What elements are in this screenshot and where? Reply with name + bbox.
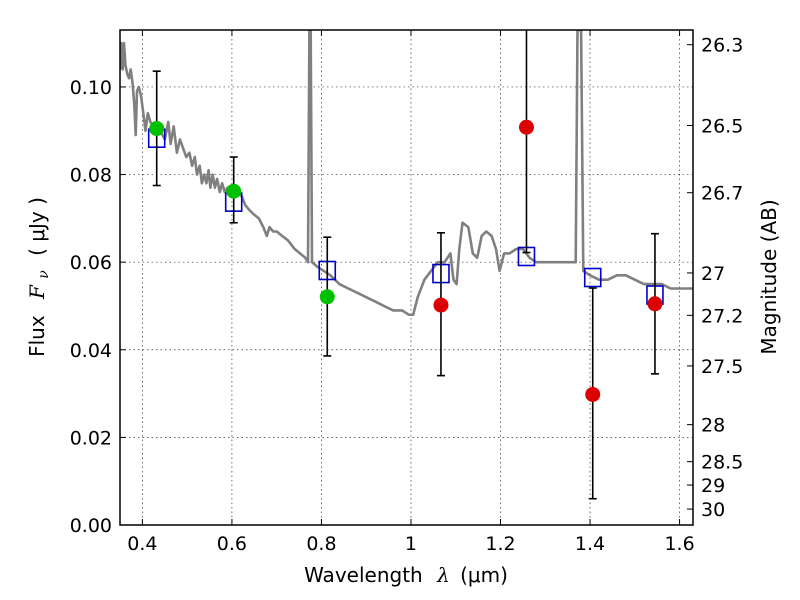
x-tick-label: 0.4 [127, 533, 157, 555]
observed-flux-point [226, 183, 242, 199]
axis-ticks: 0.4 0.6 0.8 1 1.2 1.4 1.6 0.00 0.02 0.04 0.06 0.08 0… [70, 30, 743, 555]
x-tick-label: 1.4 [575, 533, 605, 555]
x-tick-label: 1.6 [664, 533, 694, 555]
observed-flux-point [647, 296, 663, 312]
x-tick-label: 0.6 [217, 533, 247, 555]
observed-flux-point [518, 119, 534, 135]
observed-flux-point [585, 386, 601, 402]
y-axis-label-unit: ( μJy ) [25, 197, 49, 256]
x-axis-label-unit: (μm) [460, 563, 508, 587]
y-tick-label: 0.08 [70, 165, 112, 187]
observed-flux-point [433, 297, 449, 313]
mag-tick-label: 28.5 [701, 452, 743, 474]
y-tick-label: 0.00 [70, 515, 112, 537]
x-tick-label: 0.8 [306, 533, 336, 555]
y-axis-label-subscript: ν [36, 270, 52, 279]
x-axis-label: Wavelength λ (μm) [304, 563, 508, 587]
template-spectrum-line [120, 30, 693, 317]
y-tick-label: 0.02 [70, 427, 112, 449]
mag-tick-label: 28 [701, 415, 725, 437]
clipped-series [120, 30, 693, 500]
y-axis-label-symbol: F [25, 284, 49, 300]
observed-flux-point [319, 289, 335, 305]
x-axis-label-prefix: Wavelength [304, 563, 423, 587]
mag-tick-label: 27.5 [701, 356, 743, 378]
observed-flux-point [149, 121, 165, 137]
x-axis-label-symbol: λ [436, 563, 450, 587]
plot-frame [119, 29, 694, 526]
mag-tick-label: 26.5 [701, 115, 743, 137]
y-tick-label: 0.10 [70, 77, 112, 99]
y-tick-label: 0.04 [70, 340, 112, 362]
mag-tick-label: 30 [701, 499, 725, 521]
model-flux-box [583, 267, 602, 288]
y2-axis-label: Magnitude (AB) [757, 199, 781, 354]
grid-lines [120, 30, 693, 526]
y-axis-label-prefix: Flux [25, 315, 49, 357]
mag-tick-label: 26.7 [701, 183, 743, 205]
mag-tick-label: 29 [701, 475, 725, 497]
y-tick-label: 0.06 [70, 252, 112, 274]
x-tick-label: 1 [405, 533, 417, 555]
y-axis-label: Flux F ν ( μJy ) [25, 197, 53, 357]
mag-tick-label: 27.2 [701, 305, 743, 327]
plot-area [120, 30, 693, 500]
mag-tick-label: 26.3 [701, 35, 743, 57]
mag-tick-label: 27 [701, 263, 725, 285]
x-tick-label: 1.2 [485, 533, 515, 555]
